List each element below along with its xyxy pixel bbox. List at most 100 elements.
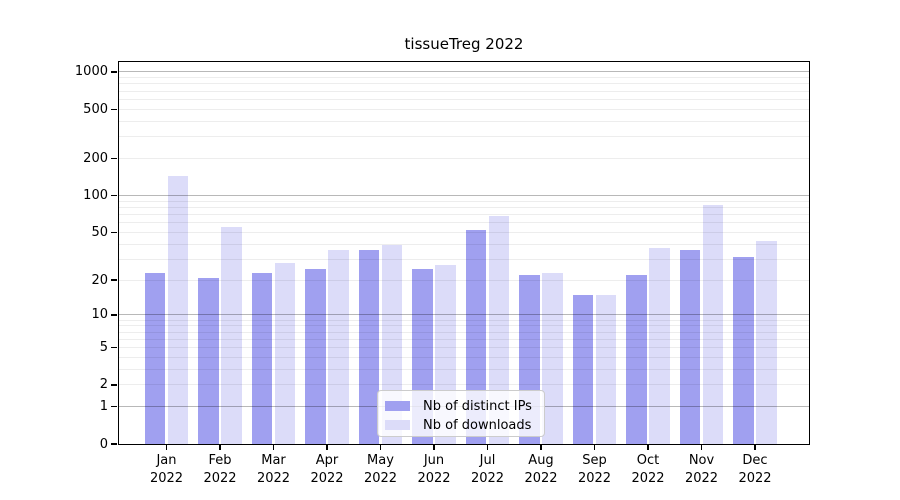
x-label-year: 2022 [363, 470, 398, 486]
gridline-minor-200 [118, 157, 810, 159]
x-label-year: 2022 [203, 470, 237, 486]
legend-item-downloads: Nb of downloads [385, 417, 544, 433]
x-tick-label-oct: Oct 2022 [616, 452, 680, 487]
bar-downloads-jul [488, 215, 510, 445]
bar-downloads-oct [649, 248, 670, 445]
y-tick-label-500: 500 [83, 101, 108, 117]
bar-distinct-ips-dec [733, 257, 754, 445]
y-tick-500 [111, 108, 117, 110]
x-tick-label-jan: Jan 2022 [135, 452, 199, 487]
gridline-major-1000 [118, 71, 810, 73]
x-tick-aug [540, 444, 542, 450]
y-tick-label-50: 50 [91, 224, 108, 240]
gridline-minor-600 [118, 98, 810, 100]
x-tick-label-jul: Jul 2022 [456, 452, 520, 487]
y-tick-10 [111, 314, 117, 316]
y-tick-2 [111, 384, 117, 386]
x-tick-jan [165, 444, 168, 450]
x-tick-sep [593, 444, 596, 450]
bar-distinct-ips-apr [305, 268, 326, 445]
x-tick-label-feb: Feb 2022 [188, 452, 252, 487]
y-tick-100 [111, 194, 117, 197]
y-tick-label-5: 5 [99, 340, 108, 355]
x-label-year: 2022 [684, 470, 719, 486]
y-tick-label-20: 20 [91, 272, 108, 288]
y-tick-200 [111, 157, 117, 160]
y-tick-label-1: 1 [99, 399, 108, 415]
gridline-minor-900 [118, 77, 810, 79]
bar-distinct-ips-mar [251, 272, 273, 445]
x-label-month: Jun [423, 453, 445, 468]
x-tick-label-apr: Apr 2022 [295, 452, 359, 487]
x-label-month: Sep [582, 453, 607, 468]
x-tick-label-jun: Jun 2022 [402, 452, 466, 487]
x-tick-jun [433, 444, 435, 450]
x-tick-nov [700, 444, 703, 450]
y-tick-50 [111, 231, 117, 233]
x-label-year: 2022 [470, 470, 505, 486]
legend-swatch-distinct-ips [385, 401, 410, 411]
x-tick-label-aug: Aug 2022 [509, 452, 573, 487]
x-label-month: Feb [208, 453, 232, 468]
y-tick-0 [111, 443, 117, 445]
y-tick-label-10: 10 [91, 307, 108, 323]
x-label-month: Aug [528, 453, 554, 468]
gridline-major-100 [118, 194, 810, 196]
bar-downloads-jan [167, 175, 189, 445]
x-tick-jul [486, 444, 489, 450]
x-tick-label-sep: Sep 2022 [563, 452, 627, 487]
legend: Nb of distinct IPs Nb of downloads [377, 390, 545, 437]
bar-distinct-ips-oct [626, 275, 647, 445]
y-tick-label-100: 100 [83, 187, 108, 203]
x-tick-label-may: May 2022 [349, 452, 413, 487]
bar-downloads-apr [328, 249, 349, 445]
y-tick-20 [111, 279, 117, 281]
x-tick-may [379, 444, 382, 450]
gridline-minor-90 [118, 200, 810, 202]
bar-downloads-sep [595, 294, 617, 445]
gridline-minor-500 [118, 108, 810, 110]
x-label-month: Jul [479, 453, 496, 468]
x-label-year: 2022 [149, 470, 184, 486]
legend-item-distinct-ips: Nb of distinct IPs [385, 398, 544, 414]
x-label-year: 2022 [310, 470, 344, 486]
legend-swatch-downloads [385, 420, 410, 430]
bar-distinct-ips-may [358, 249, 380, 445]
x-label-month: Apr [315, 453, 339, 468]
y-tick-1 [111, 405, 117, 408]
gridline-minor-700 [118, 90, 810, 92]
y-tick-label-0: 0 [99, 436, 108, 452]
gridline-minor-800 [118, 83, 810, 85]
x-tick-dec [754, 444, 756, 450]
x-tick-apr [326, 444, 328, 450]
x-label-month: Mar [261, 453, 286, 468]
bar-downloads-mar [274, 262, 296, 445]
y-tick-1000 [111, 71, 117, 73]
plot-area [118, 61, 810, 445]
chart-title: tissueTreg 2022 [404, 35, 524, 53]
x-label-month: Nov [688, 453, 715, 468]
x-label-month: Dec [742, 453, 768, 468]
x-label-month: Oct [636, 453, 660, 468]
x-label-month: May [367, 453, 394, 468]
x-tick-label-dec: Dec 2022 [723, 452, 787, 487]
x-tick-feb [219, 444, 221, 450]
x-label-month: Jan [156, 453, 177, 468]
x-tick-oct [647, 444, 649, 450]
x-label-year: 2022 [524, 470, 558, 486]
x-tick-mar [272, 444, 275, 450]
bar-distinct-ips-jan [144, 272, 166, 445]
y-tick-5 [111, 346, 117, 349]
y-tick-label-200: 200 [83, 150, 108, 166]
x-label-year: 2022 [577, 470, 612, 486]
x-label-year: 2022 [738, 470, 772, 486]
bar-downloads-aug [542, 272, 563, 445]
bar-distinct-ips-sep [572, 294, 594, 445]
bar-downloads-feb [221, 227, 242, 445]
y-tick-label-2: 2 [99, 377, 108, 393]
legend-label-downloads: Nb of downloads [423, 417, 532, 433]
gridline-minor-400 [118, 120, 810, 122]
x-tick-label-nov: Nov 2022 [670, 452, 734, 487]
y-tick-label-1000: 1000 [74, 64, 108, 80]
